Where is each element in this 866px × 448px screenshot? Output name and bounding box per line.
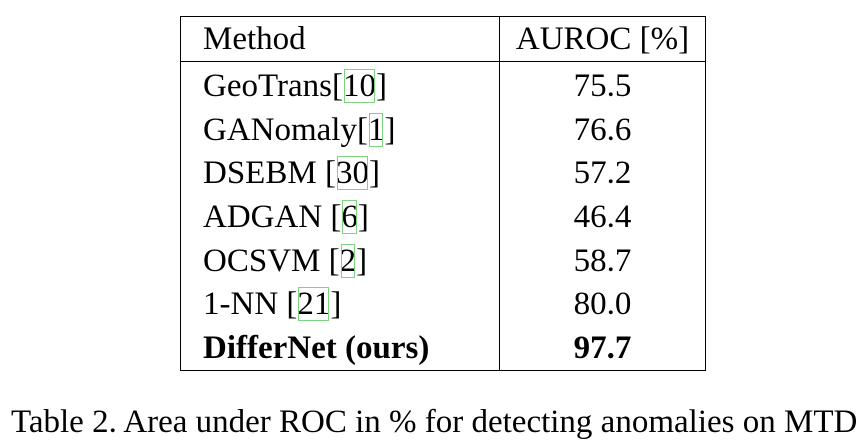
method-cell: DifferNet (ours) (180, 326, 500, 371)
table-row: DifferNet (ours) 97.7 (180, 326, 706, 371)
citation-bracket-open: [ (331, 67, 343, 104)
table-caption: Table 2. Area under ROC in % for detecti… (11, 404, 858, 440)
method-cell: ADGAN [6] (180, 195, 500, 239)
table-row: ADGAN [6] 46.4 (180, 195, 706, 239)
method-name: DSEBM (203, 155, 317, 192)
citation-bracket-open: [ (330, 198, 342, 235)
header-row: Method AUROC [%] (180, 16, 706, 62)
citation-link[interactable]: 2 (339, 242, 357, 279)
citation-bracket-close: ] (357, 198, 369, 235)
citation-bracket-close: ] (384, 111, 396, 148)
results-table: Method AUROC [%] GeoTrans[10] 75.5 GANomal… (180, 16, 706, 371)
auroc-value: 76.6 (573, 111, 632, 148)
table-row: DSEBM [30] 57.2 (180, 151, 706, 196)
auroc-value: 58.7 (573, 242, 632, 279)
table-body: GeoTrans[10] 75.5 GANomaly[1] 76.6 DSEBM [30… (180, 61, 706, 371)
header-auroc: AUROC [%] (499, 16, 706, 62)
citation-link[interactable]: 30 (335, 155, 369, 192)
citation-bracket-close: ] (368, 155, 380, 192)
citation-bracket-close: ] (375, 67, 387, 104)
method-cell: 1-NN [21] (180, 282, 500, 327)
citation-bracket-close: ] (356, 242, 368, 279)
method-cell: GeoTrans[10] (180, 61, 500, 108)
auroc-value: 57.2 (573, 155, 632, 192)
method-name: GANomaly (203, 111, 357, 148)
table-row: OCSVM [2] 58.7 (180, 238, 706, 283)
auroc-value: 46.4 (573, 198, 632, 235)
citation-bracket-open: [ (286, 286, 298, 323)
method-separator (320, 243, 328, 279)
header-method: Method (180, 16, 500, 62)
citation-link[interactable]: 10 (342, 67, 376, 104)
method-cell: DSEBM [30] (180, 151, 500, 196)
auroc-value: 75.5 (573, 67, 632, 104)
method-cell: OCSVM [2] (180, 238, 500, 283)
citation-bracket-open: [ (328, 242, 340, 279)
table-row: 1-NN [21] 80.0 (180, 282, 706, 327)
citation-bracket-open: [ (356, 111, 368, 148)
method-cell: GANomaly[1] (180, 107, 500, 152)
citation-bracket-open: [ (324, 155, 336, 192)
table-row: GANomaly[1] 76.6 (180, 107, 706, 152)
method-name: ADGAN (203, 198, 323, 235)
method-name: 1-NN (203, 286, 279, 323)
auroc-value: 80.0 (573, 286, 632, 323)
citation-link[interactable]: 6 (341, 198, 358, 235)
table-row: GeoTrans[10] 75.5 (180, 61, 706, 108)
citation-link[interactable]: 21 (297, 286, 331, 323)
citation-bracket-close: ] (330, 286, 342, 323)
auroc-value: 97.7 (573, 329, 632, 366)
method-separator (317, 155, 325, 191)
method-name: OCSVM (203, 242, 321, 279)
method-name: DifferNet (ours) (203, 329, 430, 366)
method-name: GeoTrans (203, 67, 332, 104)
citation-link[interactable]: 1 (367, 111, 385, 148)
